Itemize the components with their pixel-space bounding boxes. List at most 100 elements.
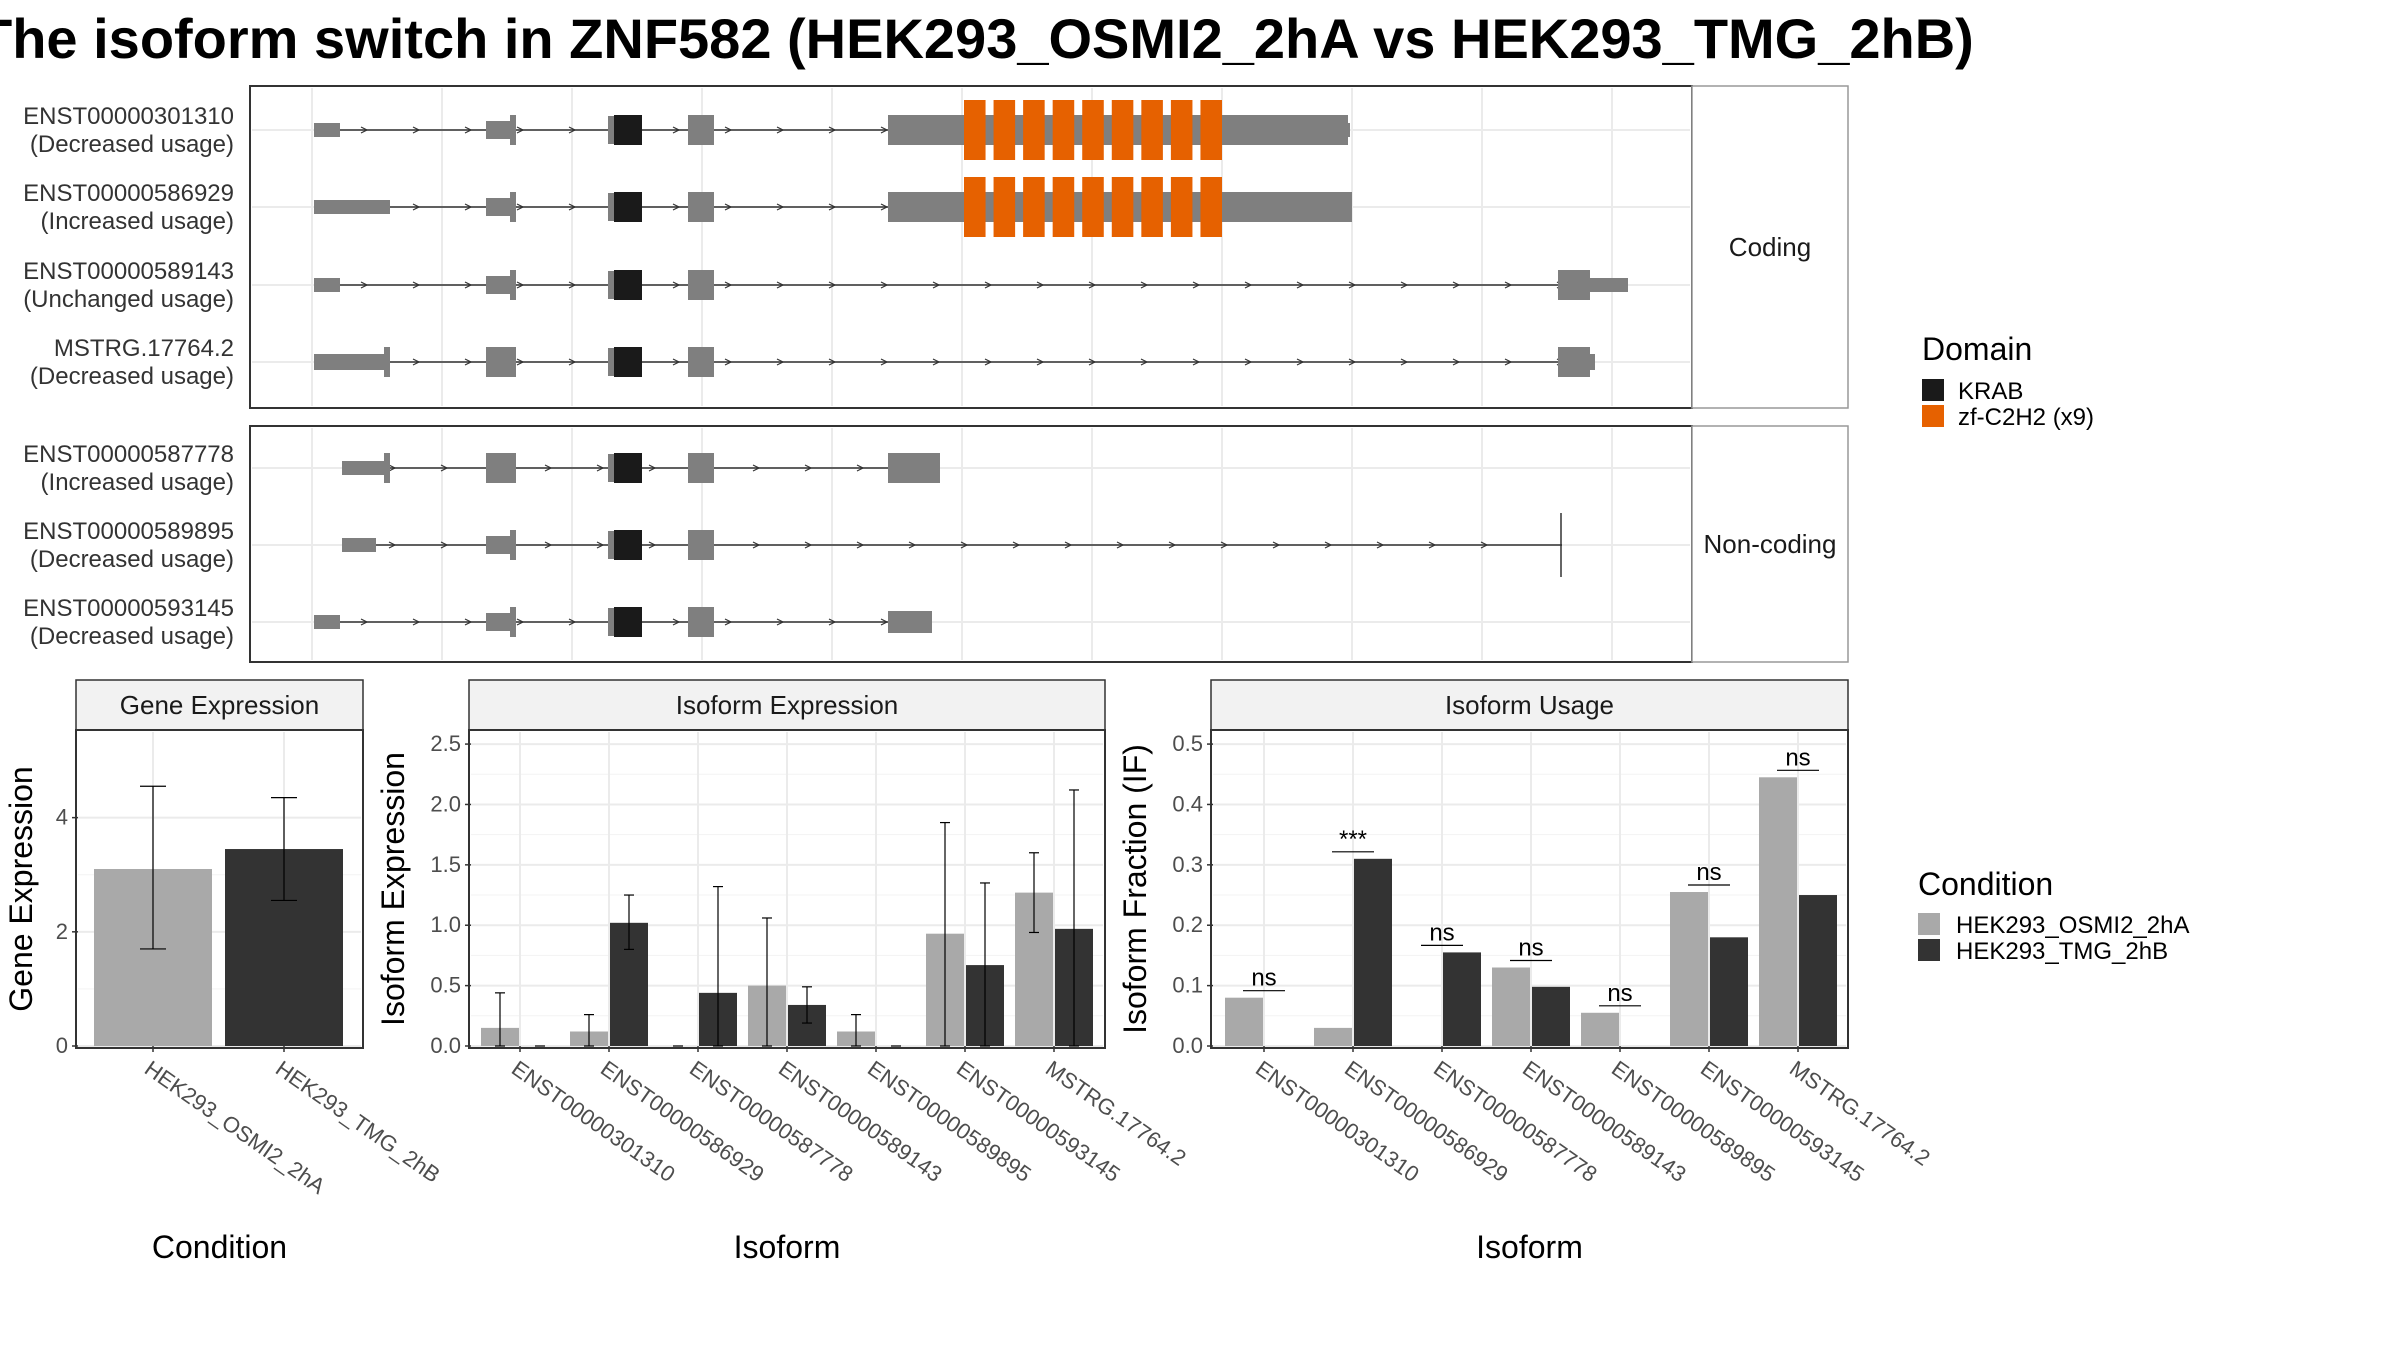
intron-arrow <box>776 203 785 211</box>
bar <box>1799 895 1837 1046</box>
intron-arrow <box>752 464 761 472</box>
exon-block <box>384 347 390 377</box>
intron-arrow <box>776 281 785 289</box>
intron-arrow <box>1348 358 1357 366</box>
intron-arrow <box>596 541 605 549</box>
exon-block <box>486 347 516 377</box>
isoform-usage-panel: Isoform Usage 0.0 0.1 0.2 0.3 0.4 0.5 ns *** ns n… <box>1117 679 1935 1265</box>
krab-domain <box>614 453 642 483</box>
exon-block <box>1270 200 1352 214</box>
intron-arrow <box>1192 358 1201 366</box>
intron-arrow <box>1244 281 1253 289</box>
intron-arrow <box>1296 358 1305 366</box>
y-tick-label: 0.2 <box>1172 912 1203 937</box>
exon-block <box>608 608 614 636</box>
isoform-label-usage: (Decreased usage) <box>30 546 234 573</box>
intron-arrow <box>1036 281 1045 289</box>
krab-domain <box>614 192 642 222</box>
isoform-label-id: MSTRG.17764.2 <box>54 335 234 362</box>
intron-arrow <box>984 281 993 289</box>
significance-label: *** <box>1339 826 1367 853</box>
zf-c2h2-domain <box>1111 100 1134 160</box>
intron-arrow <box>1348 281 1357 289</box>
gene-expression-strip <box>75 679 364 731</box>
zf-c2h2-domain <box>1141 100 1163 160</box>
intron-arrow <box>672 358 681 366</box>
exon-block <box>314 278 340 292</box>
figure-title: The isoform switch in ZNF582 (HEK293_OSM… <box>0 7 1974 70</box>
exon-block <box>1588 354 1595 370</box>
intron-arrow <box>464 618 473 626</box>
intron-arrow <box>856 541 865 549</box>
significance-label: ns <box>1607 980 1632 1007</box>
intron-arrow <box>672 203 681 211</box>
intron-arrow <box>464 281 473 289</box>
exon-block <box>510 192 516 222</box>
isoform-label-id: ENST00000589143 <box>23 258 234 285</box>
intron-arrow <box>1428 541 1437 549</box>
zf-c2h2-domain <box>1170 177 1193 237</box>
isoform-label-usage: (Decreased usage) <box>30 131 234 158</box>
x-tick-label: ENST00000589143 <box>774 1056 947 1187</box>
exon-block <box>608 193 614 221</box>
y-tick-label: 1.5 <box>430 852 461 877</box>
isoform-labels: ENST00000301310 (Decreased usage) ENST00… <box>23 103 234 650</box>
bar <box>1759 777 1797 1046</box>
isoform-expression-y-title: Isoform Expression <box>375 752 411 1026</box>
intron-arrow <box>724 618 733 626</box>
bar <box>1443 952 1481 1046</box>
intron-arrow <box>648 464 657 472</box>
y-tick-label: 0.3 <box>1172 852 1203 877</box>
intron-arrow <box>960 541 969 549</box>
intron-arrow <box>880 358 889 366</box>
intron-arrow <box>828 126 837 134</box>
intron-arrow <box>568 281 577 289</box>
intron-arrow <box>412 618 421 626</box>
intron-arrow <box>828 281 837 289</box>
transcript-tracks <box>314 100 1628 637</box>
isoform-expression-strip-title: Isoform Expression <box>676 690 899 720</box>
exon-block <box>486 613 512 631</box>
legend-key-condition-a <box>1918 913 1940 935</box>
exon-block <box>1270 123 1350 137</box>
exon-block <box>608 271 614 299</box>
isoform-label-id: ENST00000301310 <box>23 103 234 130</box>
x-tick-label: ENST00000593145 <box>952 1056 1125 1187</box>
intron-arrow <box>1088 358 1097 366</box>
legend-key-krab <box>1922 379 1944 401</box>
intron-arrow <box>1116 541 1125 549</box>
krab-domain <box>614 115 642 145</box>
intron-arrow <box>804 464 813 472</box>
exon-block <box>486 536 512 554</box>
isoform-label-id: ENST00000587778 <box>23 441 234 468</box>
x-tick-label: ENST00000587778 <box>1429 1056 1602 1187</box>
intron-arrow <box>932 281 941 289</box>
intron-arrow <box>412 203 421 211</box>
intron-arrow <box>440 541 449 549</box>
intron-arrow <box>828 618 837 626</box>
intron-arrow <box>1452 281 1461 289</box>
exon-block <box>688 530 714 560</box>
zf-c2h2-domain <box>1170 100 1193 160</box>
y-tick-label: 2.0 <box>430 791 461 816</box>
gene-expression-strip-title: Gene Expression <box>120 690 319 720</box>
isoform-label-id: ENST00000589895 <box>23 518 234 545</box>
x-tick-label: ENST00000589895 <box>1607 1056 1780 1187</box>
intron-arrow <box>440 464 449 472</box>
intron-arrow <box>1192 281 1201 289</box>
significance-label: ns <box>1518 935 1543 962</box>
x-tick-label: ENST00000589895 <box>863 1056 1036 1187</box>
domain-legend-title: Domain <box>1922 331 2032 367</box>
intron-arrow <box>672 618 681 626</box>
intron-arrow <box>856 464 865 472</box>
isoform-usage-plot-border <box>1210 729 1849 1049</box>
gene-expression-x-title: Condition <box>152 1229 287 1265</box>
intron-arrow <box>568 358 577 366</box>
isoform-usage-y-title: Isoform Fraction (IF) <box>1117 744 1153 1034</box>
y-tick-label: 1.0 <box>430 912 461 937</box>
legend-label-krab: KRAB <box>1958 378 2023 405</box>
intron-arrow <box>1168 541 1177 549</box>
exon-block <box>486 121 512 139</box>
legend-label-condition-a: HEK293_OSMI2_2hA <box>1956 912 2189 939</box>
coding-strip <box>1691 85 1849 409</box>
